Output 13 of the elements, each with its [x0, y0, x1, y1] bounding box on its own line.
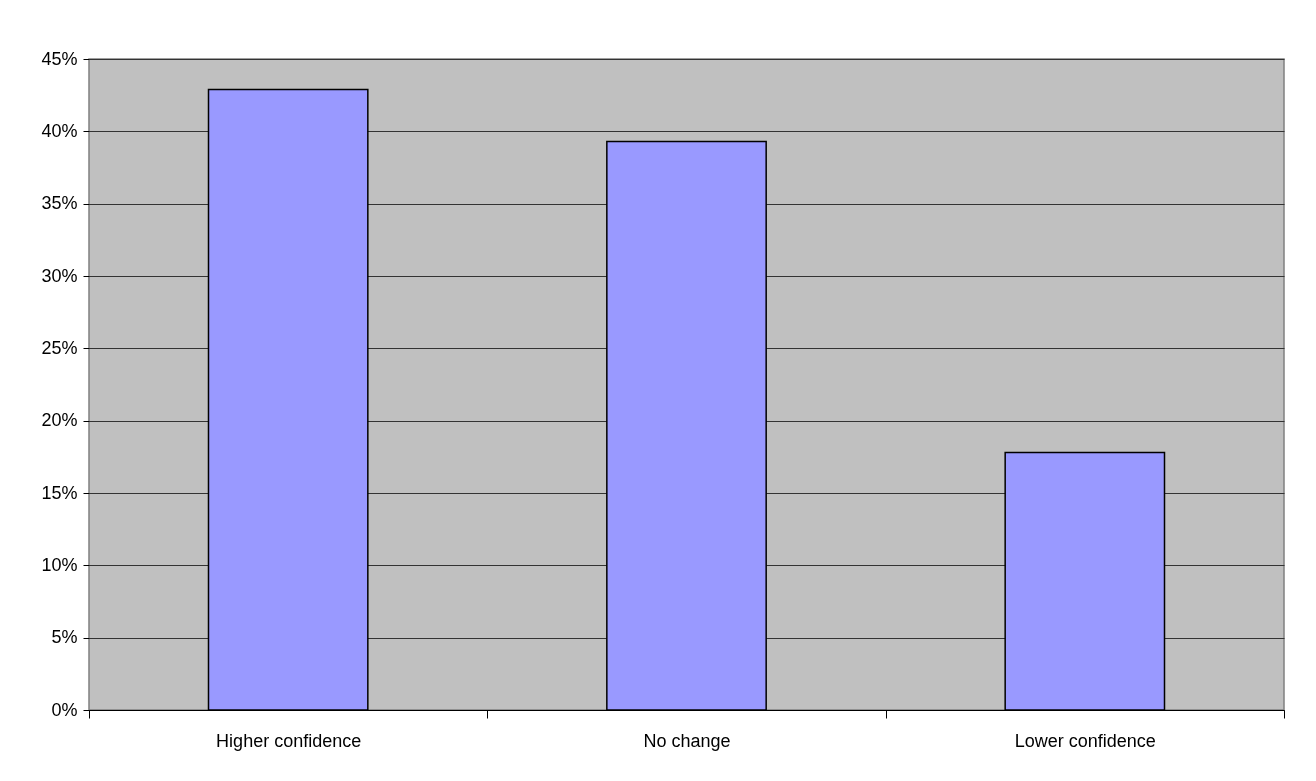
- y-tick-label: 25%: [41, 337, 78, 358]
- y-tick-label: 15%: [41, 482, 78, 503]
- y-tick-label: 5%: [51, 627, 78, 648]
- y-tick-label: 10%: [41, 554, 78, 575]
- y-tick-label: 20%: [41, 410, 78, 431]
- y-tick-label: 40%: [41, 120, 78, 141]
- y-tick-label: 30%: [41, 265, 78, 286]
- x-tick-label: Lower confidence: [1014, 730, 1156, 751]
- x-tick-label: Higher confidence: [216, 730, 362, 751]
- y-tick-label: 45%: [41, 48, 78, 69]
- y-tick-label: 0%: [51, 699, 78, 720]
- x-tick-label: No change: [643, 730, 731, 751]
- y-tick-label: 35%: [41, 193, 78, 214]
